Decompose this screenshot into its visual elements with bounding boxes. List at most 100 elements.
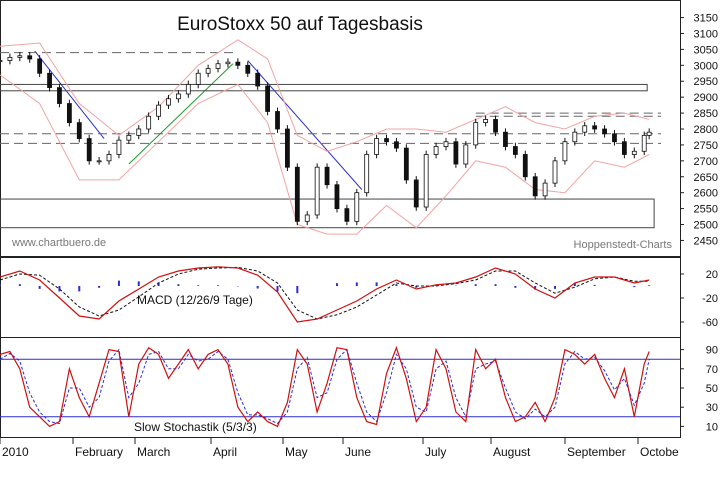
- price-y-tick-label: 2850: [694, 108, 718, 120]
- price-candle: [294, 166, 300, 222]
- macd-line: [0, 266, 650, 323]
- stoch-y-tick-label: 50: [706, 383, 718, 395]
- price-y-tick-label: 2650: [694, 172, 718, 184]
- macd-panel-frame: [0, 257, 681, 338]
- price-candle: [205, 68, 211, 74]
- price-candle: [175, 93, 181, 100]
- price-y-tick-label: 3000: [694, 60, 718, 72]
- price-candle: [641, 134, 647, 152]
- trendline: [128, 63, 234, 165]
- month-label: Octobe: [640, 445, 679, 459]
- price-y-tick-label: 2700: [694, 156, 718, 168]
- price-candle: [621, 141, 627, 155]
- price-candle: [394, 141, 399, 149]
- price-candle: [354, 192, 360, 222]
- month-label: February: [75, 445, 123, 459]
- price-candle: [562, 141, 568, 162]
- price-panel-frame: [0, 0, 681, 257]
- price-candle: [314, 166, 320, 216]
- price-candle: [17, 55, 23, 58]
- price-candle: [255, 72, 261, 87]
- price-candle: [473, 122, 479, 146]
- trendline: [34, 50, 105, 139]
- price-candle: [443, 141, 449, 147]
- price-candle: [433, 146, 439, 155]
- price-candle: [156, 104, 161, 117]
- price-candle: [0, 60, 3, 62]
- price-candle: [37, 58, 43, 74]
- price-candle: [344, 208, 350, 222]
- price-candle: [463, 144, 469, 165]
- price-candle: [136, 128, 142, 136]
- price-candle: [225, 61, 231, 65]
- price-candle: [612, 133, 617, 143]
- price-candle: [493, 119, 498, 133]
- price-y-tick-label: 3100: [694, 28, 718, 40]
- upper-band-line: [0, 39, 650, 152]
- price-candle: [275, 111, 280, 130]
- price-candle: [453, 141, 459, 165]
- price-candle: [552, 160, 558, 184]
- price-candle: [304, 214, 310, 222]
- stoch-layer: [0, 345, 680, 428]
- price-candle: [646, 131, 652, 136]
- price-y-tick-label: 2750: [694, 140, 718, 152]
- stoch-y-tick-label: 10: [706, 421, 718, 433]
- price-y-tick-label: 3150: [694, 13, 718, 25]
- price-candle: [572, 131, 578, 143]
- price-candle: [522, 154, 528, 178]
- macd-y-tick-label: 20: [706, 269, 718, 281]
- price-candle: [146, 115, 152, 130]
- macd-label: MACD (12/26/9 Tage): [137, 293, 253, 307]
- stoch-k-line: [0, 345, 650, 428]
- price-candle: [166, 98, 171, 106]
- axis-layer: 3150310030503000295029002850280027502700…: [0, 13, 718, 459]
- stoch-panel-frame: [0, 337, 681, 438]
- month-label: April: [213, 445, 237, 459]
- price-candle: [542, 182, 548, 197]
- price-candle: [364, 154, 370, 194]
- watermark-right: Hoppenstedt-Charts: [574, 239, 673, 251]
- price-candle: [374, 138, 380, 155]
- price-candle: [503, 131, 508, 147]
- chart-title: EuroStoxx 50 auf Tagesbasis: [177, 14, 423, 35]
- price-candle: [602, 128, 607, 135]
- price-candle: [7, 56, 13, 61]
- month-label: July: [425, 445, 446, 459]
- price-y-tick-label: 2600: [694, 188, 718, 200]
- price-candle: [86, 138, 92, 162]
- price-y-tick-label: 2950: [694, 76, 718, 88]
- stoch-d-line: [0, 348, 650, 425]
- price-candle: [215, 63, 221, 69]
- price-candle: [483, 119, 489, 124]
- price-candle: [403, 147, 409, 181]
- watermark-left: www.chartbuero.de: [11, 237, 106, 249]
- price-candle: [413, 179, 419, 208]
- price-candle: [423, 154, 429, 208]
- price-candle: [96, 160, 102, 163]
- price-y-tick-label: 2500: [694, 220, 718, 232]
- price-candle: [334, 184, 340, 210]
- price-candle: [27, 55, 33, 60]
- price-candle: [592, 125, 598, 130]
- price-candle: [116, 139, 122, 155]
- price-candle: [57, 87, 62, 104]
- stoch-label: Slow Stochastik (5/3/3): [134, 420, 257, 434]
- price-candle: [126, 134, 132, 141]
- price-candle: [245, 64, 251, 74]
- month-label: September: [567, 445, 626, 459]
- price-y-tick-label: 3050: [694, 44, 718, 56]
- price-candle: [195, 72, 201, 85]
- price-candle: [235, 61, 241, 66]
- price-candle: [265, 85, 270, 112]
- price-candle: [582, 125, 588, 133]
- price-y-tick-label: 2450: [694, 235, 718, 247]
- price-candle: [47, 72, 52, 89]
- trendline: [247, 60, 363, 190]
- month-label: May: [285, 445, 308, 459]
- price-candle: [106, 154, 112, 162]
- stoch-y-tick-label: 30: [706, 402, 718, 414]
- month-label: August: [493, 445, 531, 459]
